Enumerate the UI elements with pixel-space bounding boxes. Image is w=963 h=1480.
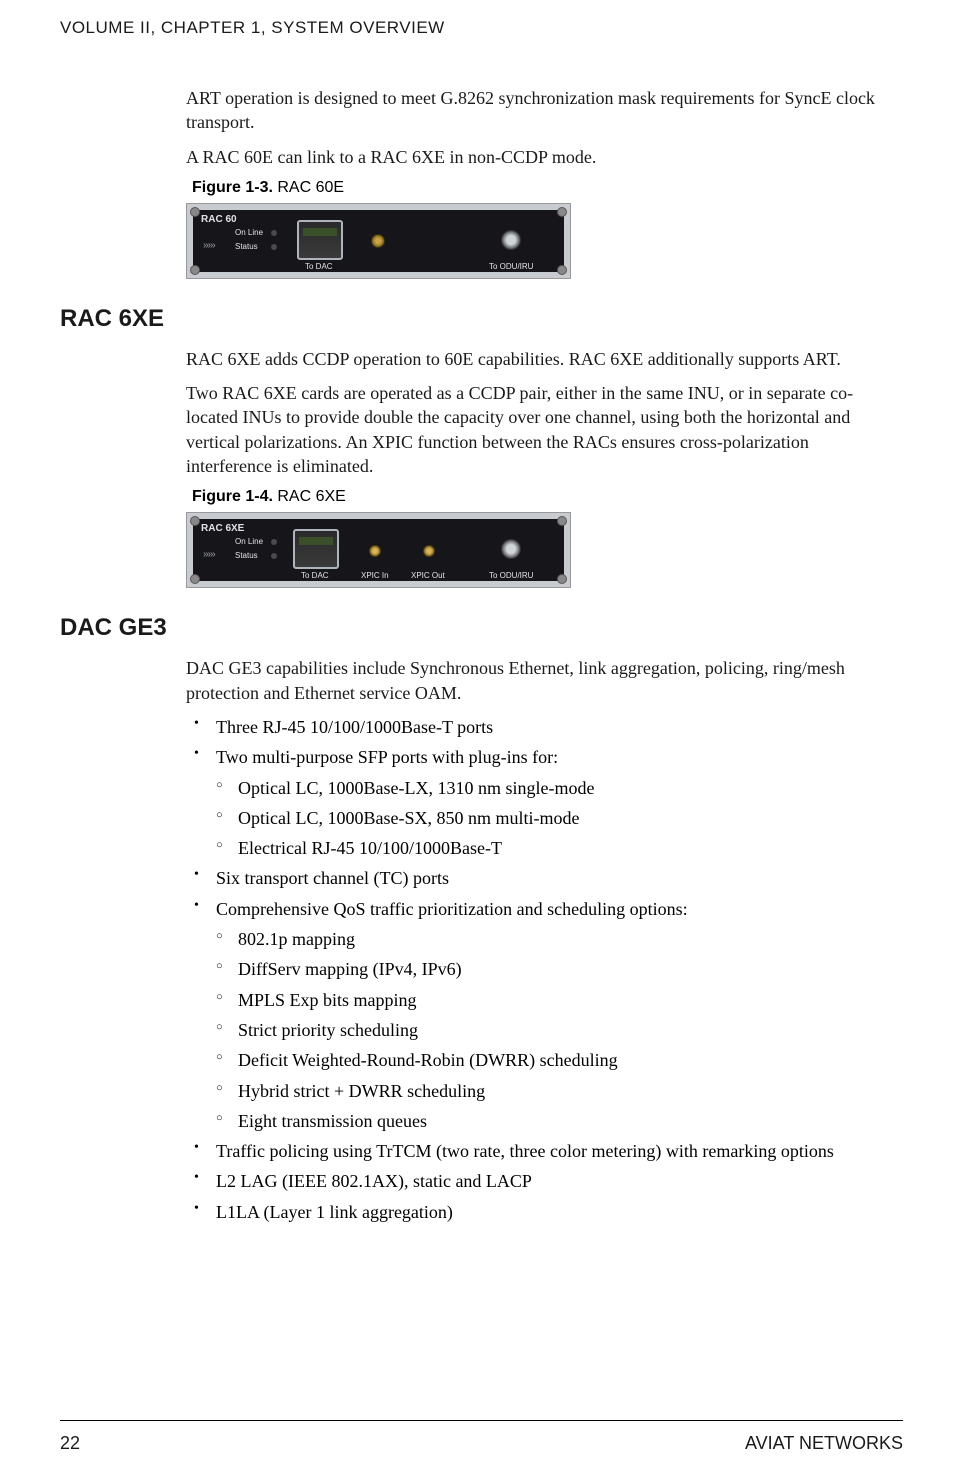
rac-6xe-p2: Two RAC 6XE cards are operated as a CCDP…	[186, 381, 893, 478]
figure-1-3-caption: Figure 1-3. RAC 60E	[192, 179, 893, 197]
sub-list: Optical LC, 1000Base-LX, 1310 nm single-…	[216, 776, 893, 861]
status-led-label: Status	[235, 551, 258, 560]
list-item-text: Deficit Weighted-Round-Robin (DWRR) sche…	[238, 1050, 618, 1070]
list-item-text: MPLS Exp bits mapping	[238, 990, 417, 1010]
list-item-text: Comprehensive QoS traffic prioritization…	[216, 899, 688, 919]
list-item-text: L1LA (Layer 1 link aggregation)	[216, 1202, 453, 1222]
list-item-text: DiffServ mapping (IPv4, IPv6)	[238, 959, 462, 979]
figure-1-4-label: Figure 1-4.	[192, 488, 273, 505]
to-dac-label: To DAC	[305, 262, 333, 271]
rac-6xe-heading: RAC 6XE	[60, 305, 893, 333]
list-item: Three RJ-45 10/100/1000Base-T ports	[186, 715, 893, 739]
list-item: MPLS Exp bits mapping	[216, 988, 893, 1012]
eject-arrows-icon: ›››››	[203, 240, 215, 251]
device-name-label: RAC 6XE	[201, 523, 244, 534]
list-item: Six transport channel (TC) ports	[186, 866, 893, 890]
figure-1-3-title: RAC 60E	[273, 179, 344, 196]
list-item: Hybrid strict + DWRR scheduling	[216, 1079, 893, 1103]
intro-p2: A RAC 60E can link to a RAC 6XE in non-C…	[186, 145, 893, 169]
list-item-text: 802.1p mapping	[238, 929, 355, 949]
list-item: Eight transmission queues	[216, 1109, 893, 1133]
online-led-label: On Line	[235, 537, 263, 546]
list-item: Electrical RJ-45 10/100/1000Base-T	[216, 836, 893, 860]
xpic-out-label: XPIC Out	[411, 571, 445, 580]
list-item-text: Optical LC, 1000Base-SX, 850 nm multi-mo…	[238, 808, 579, 828]
list-item: L2 LAG (IEEE 802.1AX), static and LACP	[186, 1169, 893, 1193]
list-item: Traffic policing using TrTCM (two rate, …	[186, 1139, 893, 1163]
figure-1-3-image: RAC 60 On Line Status ››››› To DAC To OD…	[186, 203, 571, 279]
list-item: Two multi-purpose SFP ports with plug-in…	[186, 745, 893, 860]
online-led-label: On Line	[235, 228, 263, 237]
to-odu-label: To ODU/IRU	[489, 262, 533, 271]
status-led-label: Status	[235, 242, 258, 251]
page-footer: 22 AVIAT NETWORKS	[60, 1420, 903, 1454]
xpic-in-label: XPIC In	[361, 571, 389, 580]
sub-list: 802.1p mapping DiffServ mapping (IPv4, I…	[216, 927, 893, 1133]
dac-ge3-p1: DAC GE3 capabilities include Synchronous…	[186, 656, 893, 705]
list-item-text: Electrical RJ-45 10/100/1000Base-T	[238, 838, 502, 858]
rac-6xe-p1: RAC 6XE adds CCDP operation to 60E capab…	[186, 347, 893, 371]
page-header: VOLUME II, CHAPTER 1, SYSTEM OVERVIEW	[60, 18, 903, 38]
list-item-text: Hybrid strict + DWRR scheduling	[238, 1081, 485, 1101]
list-item: DiffServ mapping (IPv4, IPv6)	[216, 957, 893, 981]
list-item-text: Traffic policing using TrTCM (two rate, …	[216, 1141, 834, 1161]
list-item: Optical LC, 1000Base-LX, 1310 nm single-…	[216, 776, 893, 800]
list-item: L1LA (Layer 1 link aggregation)	[186, 1200, 893, 1224]
figure-1-4-caption: Figure 1-4. RAC 6XE	[192, 488, 893, 506]
list-item-text: Six transport channel (TC) ports	[216, 868, 449, 888]
to-dac-label: To DAC	[301, 571, 329, 580]
list-item-text: Two multi-purpose SFP ports with plug-in…	[216, 747, 558, 767]
list-item: Optical LC, 1000Base-SX, 850 nm multi-mo…	[216, 806, 893, 830]
list-item: Comprehensive QoS traffic prioritization…	[186, 897, 893, 1133]
to-odu-label: To ODU/IRU	[489, 571, 533, 580]
list-item-text: Three RJ-45 10/100/1000Base-T ports	[216, 717, 493, 737]
dac-ge3-list: Three RJ-45 10/100/1000Base-T ports Two …	[186, 715, 893, 1224]
list-item: 802.1p mapping	[216, 927, 893, 951]
list-item-text: Eight transmission queues	[238, 1111, 427, 1131]
list-item-text: Strict priority scheduling	[238, 1020, 418, 1040]
dac-ge3-heading: DAC GE3	[60, 614, 893, 642]
eject-arrows-icon: ›››››	[203, 549, 215, 560]
main-content: ART operation is designed to meet G.8262…	[60, 86, 903, 1224]
figure-1-4-title: RAC 6XE	[273, 488, 346, 505]
figure-1-3-label: Figure 1-3.	[192, 179, 273, 196]
page-number: 22	[60, 1433, 80, 1454]
figure-1-4-image: RAC 6XE On Line Status ››››› To DAC XPIC…	[186, 512, 571, 588]
intro-p1: ART operation is designed to meet G.8262…	[186, 86, 893, 135]
footer-rule	[60, 1420, 903, 1421]
list-item: Deficit Weighted-Round-Robin (DWRR) sche…	[216, 1048, 893, 1072]
list-item-text: L2 LAG (IEEE 802.1AX), static and LACP	[216, 1171, 532, 1191]
footer-brand: AVIAT NETWORKS	[745, 1433, 903, 1454]
device-name-label: RAC 60	[201, 214, 237, 225]
list-item-text: Optical LC, 1000Base-LX, 1310 nm single-…	[238, 778, 594, 798]
list-item: Strict priority scheduling	[216, 1018, 893, 1042]
